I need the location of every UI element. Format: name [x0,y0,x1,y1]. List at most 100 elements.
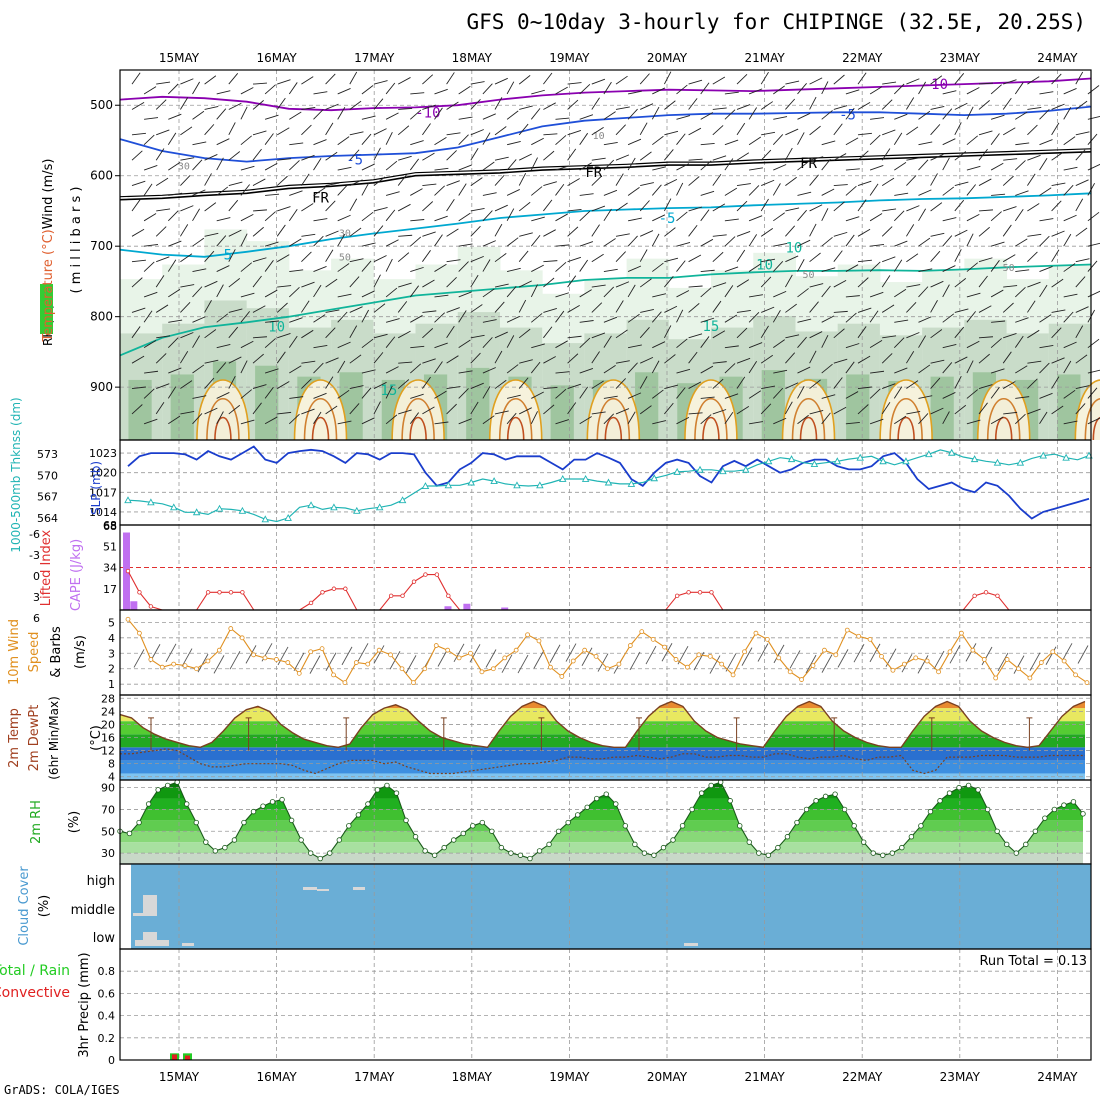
wind-barb [724,218,739,222]
wind-barb [652,293,667,298]
contour-label: -10 [415,105,440,121]
wind-barb [555,213,568,222]
wind-barb [882,256,896,263]
wind-barb [309,655,321,674]
wind-barb [240,311,250,323]
wind-barb [773,644,785,664]
wind-barb [156,81,171,85]
wind-barb [833,184,848,187]
wind-barb [833,377,843,389]
wind-barb [652,341,666,349]
wind-barb [518,172,527,186]
wind-barb [773,85,785,95]
data-point [355,812,362,818]
wind-barb [772,183,781,196]
wind-barb [543,404,555,415]
data-point [993,458,1002,466]
wind-barb [144,243,159,247]
wind-barb [434,185,445,196]
wind-barb [990,260,1000,272]
wind-barb [906,97,915,110]
wind-barb [1015,190,1029,196]
wind-barb [677,645,689,665]
wind-barb [1051,327,1062,339]
wind-barb [264,211,276,222]
contour-label: 15 [380,383,397,399]
wind-barb [143,388,155,399]
wind-barb [131,277,143,288]
wind-barb [1075,306,1089,313]
wind-barb [453,643,465,663]
wind-barb [615,300,624,313]
wind-barb [651,184,662,196]
wind-barb [167,337,179,348]
data-point [479,669,485,675]
data-point [231,837,238,843]
wind-barb [313,235,324,247]
wind-barb [736,327,748,339]
wind-barb [361,290,375,298]
wind-barb [494,223,503,237]
wind-barb [736,357,751,364]
wind-barb [1063,263,1076,272]
wind-barb [1027,203,1040,212]
wind-barb [615,75,628,85]
data-point [400,593,405,599]
data-point [983,590,989,595]
data-point [343,586,348,591]
wind-barb [712,361,727,364]
wind-barb [373,225,384,237]
wind-barb [882,383,896,389]
wind-barb [629,651,641,671]
wind-barb [664,325,672,339]
wind-barb [990,211,1002,222]
data-point [423,572,428,577]
temperature-axis-label: Temperature (°C) [41,229,56,342]
wind-barb [555,261,567,272]
wind-barb [240,360,248,374]
wind-barb [700,336,710,348]
wind-barb [966,360,974,374]
wind-barb [482,319,497,323]
data-point [274,657,279,662]
wind-barb [966,233,974,247]
wind-barb [894,161,907,171]
wind-barb [700,396,715,399]
wind-barb [533,650,545,669]
data-point [1039,451,1047,459]
wind-barb [615,408,630,415]
wind-barb [603,413,615,425]
wind-barb [1087,387,1098,399]
date-tick-label: 19MAY [549,1070,590,1084]
wind-barb [853,643,865,663]
wind-barb [543,133,558,136]
data-point [124,496,132,504]
data-point [241,819,247,826]
data-point [365,661,371,667]
wind-barb [1027,106,1042,110]
wind-barb [143,261,155,272]
wind-barb [591,157,606,161]
wind-barb [337,420,352,425]
data-point [148,657,154,662]
wind-barb [821,81,829,95]
wind-barb [458,183,467,196]
cloud-level-label: high [87,874,115,889]
wind-barb [942,157,950,171]
wind-barb [228,102,242,110]
wind-barb [131,307,146,313]
wind-barb [821,334,829,348]
wind-barb [494,283,509,288]
wind-barb [131,386,146,389]
wind-barb [930,154,944,161]
wind-barb [603,238,616,247]
data-point [346,823,352,829]
wind-barb [555,310,565,323]
wind-barb [167,259,177,272]
wind-barb [917,655,929,674]
wind-barb [749,167,763,171]
contour-label: 10 [268,320,285,336]
wind-barb [712,76,726,85]
data-point [890,667,896,673]
wind-barb [180,224,189,237]
